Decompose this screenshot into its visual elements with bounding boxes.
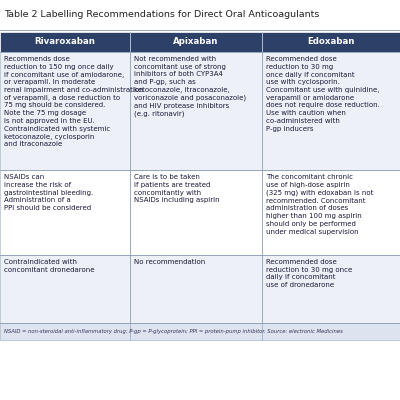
Text: Recommended dose
reduction to 30 mg
once daily if concomitant
use with cyclospor: Recommended dose reduction to 30 mg once… bbox=[266, 56, 380, 132]
Bar bbox=[130, 255, 262, 323]
Bar bbox=[262, 255, 400, 323]
Text: Edoxaban: Edoxaban bbox=[307, 38, 355, 46]
Bar bbox=[0, 32, 130, 52]
Text: NSAIDs can
increase the risk of
gastrointestinal bleeding.
Administration of a
P: NSAIDs can increase the risk of gastroin… bbox=[4, 174, 93, 211]
Text: Recommends dose
reduction to 150 mg once daily
if concomitant use of amiodarone,: Recommends dose reduction to 150 mg once… bbox=[4, 56, 144, 147]
Text: Care is to be taken
if patients are treated
concomitantly with
NSAIDs including : Care is to be taken if patients are trea… bbox=[134, 174, 220, 203]
Bar bbox=[262, 170, 400, 255]
Bar bbox=[130, 170, 262, 255]
Text: NSAID = non-steroidal anti-inflammatory drug; P-gp = P-glycoprotein; PPI = prote: NSAID = non-steroidal anti-inflammatory … bbox=[4, 329, 343, 334]
Bar bbox=[130, 52, 262, 170]
Bar bbox=[0, 323, 400, 340]
Bar bbox=[0, 170, 130, 255]
Text: Table 2 Labelling Recommendations for Direct Oral Anticoagulants: Table 2 Labelling Recommendations for Di… bbox=[4, 10, 319, 19]
Bar bbox=[262, 32, 400, 52]
Text: The concomitant chronic
use of high-dose aspirin
(325 mg) with edoxaban is not
r: The concomitant chronic use of high-dose… bbox=[266, 174, 373, 235]
Text: Apixaban: Apixaban bbox=[173, 38, 219, 46]
Text: Recommended dose
reduction to 30 mg once
daily if concomitant
use of dronedarone: Recommended dose reduction to 30 mg once… bbox=[266, 259, 352, 288]
Text: No recommendation: No recommendation bbox=[134, 259, 205, 265]
Text: Rivaroxaban: Rivaroxaban bbox=[34, 38, 96, 46]
Bar bbox=[262, 52, 400, 170]
Bar bbox=[0, 52, 130, 170]
Bar bbox=[0, 255, 130, 323]
Text: Not recommended with
concomitant use of strong
inhibitors of both CYP3A4
and P-g: Not recommended with concomitant use of … bbox=[134, 56, 246, 117]
Bar bbox=[130, 32, 262, 52]
Text: Contraindicated with
concomitant dronedarone: Contraindicated with concomitant droneda… bbox=[4, 259, 94, 273]
